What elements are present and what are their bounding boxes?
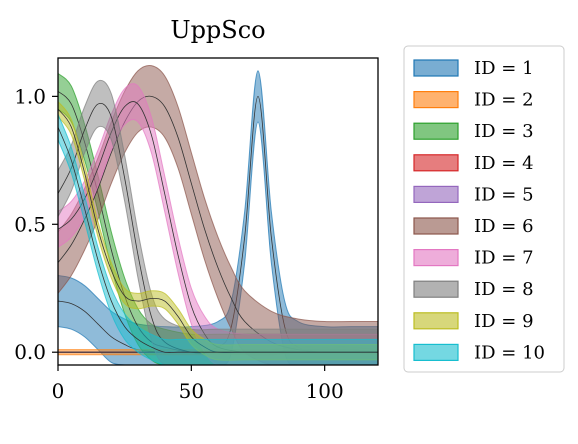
legend-label: ID = 3 xyxy=(474,121,534,142)
x-tick-label: 100 xyxy=(306,379,344,403)
legend-swatch xyxy=(413,343,459,361)
legend-swatch xyxy=(413,154,459,172)
legend-swatch xyxy=(413,185,459,203)
y-tick-label: 0.0 xyxy=(14,340,46,364)
legend-swatch xyxy=(413,59,459,77)
legend-label: ID = 4 xyxy=(474,153,534,174)
x-tick-label: 50 xyxy=(179,379,204,403)
series-layer xyxy=(58,64,378,365)
legend-swatch xyxy=(413,312,459,330)
legend-label: ID = 2 xyxy=(474,90,534,111)
legend-swatch xyxy=(413,280,459,298)
x-tick-label: 0 xyxy=(52,379,65,403)
series-10-line xyxy=(58,126,378,353)
legend-swatch xyxy=(413,90,459,109)
legend-label: ID = 10 xyxy=(474,342,545,363)
series-9-band xyxy=(58,100,378,361)
legend-label: ID = 8 xyxy=(474,279,534,300)
y-axis: 0.0 0.5 1.0 xyxy=(14,84,58,364)
y-tick-label: 0.5 xyxy=(14,212,46,236)
legend: ID = 1 ID = 2 ID = 3 ID = 4 ID = 5 ID = 6 ID =… xyxy=(403,45,565,373)
legend-label: ID = 5 xyxy=(474,184,534,205)
legend-label: ID = 6 xyxy=(474,216,534,237)
chart-title: UppSco xyxy=(170,16,265,44)
x-axis: 0 50 100 xyxy=(52,365,344,403)
legend-label: ID = 1 xyxy=(474,58,534,79)
legend-swatch xyxy=(413,249,459,267)
legend-label: ID = 7 xyxy=(474,248,534,269)
legend-swatch xyxy=(413,217,459,235)
y-tick-label: 1.0 xyxy=(14,84,46,108)
legend-swatch xyxy=(413,122,459,140)
plot-frame xyxy=(57,57,379,366)
series-10-band xyxy=(58,114,378,365)
series-8-band xyxy=(58,79,378,365)
legend-label: ID = 9 xyxy=(474,311,534,332)
